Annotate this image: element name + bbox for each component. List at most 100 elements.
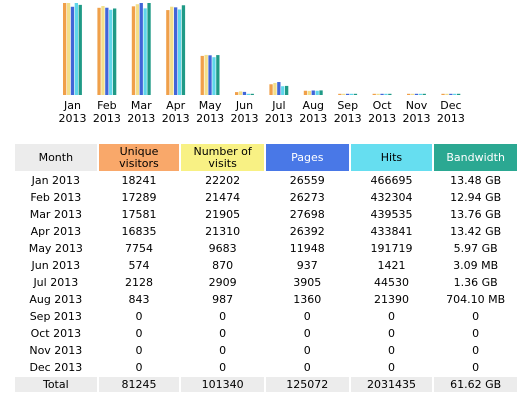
x-tick-month-apr: Apr [166,99,186,112]
cell-visits: 21310 [205,225,241,238]
bar-unique-visitors-jan [63,3,67,95]
cell-hits: 44530 [373,276,409,289]
cell-pages: 0 [303,361,311,374]
cell-hits: 439535 [370,208,413,221]
cell-visits: 0 [219,310,227,323]
cell-hits: 466695 [370,174,413,187]
bar-bandwidth-jun [250,93,254,95]
cell-month: Oct 2013 [30,327,82,340]
cell-pages: 26273 [289,191,325,204]
bar-number-of-visits-may [204,54,208,95]
table-row: Jan 2013 18241 22202 26559 466695 13.48 GB [15,173,517,188]
cell-unique-visitors: 2128 [124,276,153,289]
bar-pages-nov [414,93,419,95]
bar-pages-jan [70,6,75,96]
bar-number-of-visits-dec [445,93,449,95]
cell-bandwidth: 0 [472,361,480,374]
bar-hits-dec [453,93,457,95]
table-header-row: Month Unique visitors Number of visits Page… [15,144,517,171]
cell-visits: 22202 [205,174,241,187]
cell-visits: 0 [219,344,227,357]
cell-pages: 0 [303,327,311,340]
cell-bandwidth: 0 [472,344,480,357]
cell-month: Feb 2013 [30,191,82,204]
bar-number-of-visits-oct [376,93,380,95]
bar-number-of-visits-aug [307,90,311,95]
table-row: Jun 2013 574 870 937 1421 3.09 MB [15,258,517,273]
cell-month: Jul 2013 [33,276,79,289]
total-pages: 125072 [265,377,349,392]
bar-hits-sep [349,93,354,95]
x-tick-year-apr: 2013 [162,112,190,125]
bar-bandwidth-oct [388,93,392,95]
bar-bandwidth-aug [319,90,323,95]
total-month: Total [15,377,97,392]
cell-bandwidth: 1.36 GB [453,276,498,289]
cell-month: Nov 2013 [29,344,83,357]
table-row: Feb 2013 17289 21474 26273 432304 12.94 GB [15,190,517,205]
cell-visits: 987 [212,293,234,306]
bar-number-of-visits-mar [135,4,139,95]
x-tick-year-oct: 2013 [368,112,396,125]
bar-pages-dec [449,93,453,95]
x-tick-month-sep: Sep [337,99,358,112]
x-tick-month-may: May [199,99,222,112]
table-row: Nov 2013 0 0 0 0 0 [15,343,517,358]
bar-unique-visitors-jul [269,84,273,95]
bar-unique-visitors-may [200,55,204,95]
cell-hits: 21390 [373,293,409,306]
cell-month: Aug 2013 [29,293,83,306]
bar-unique-visitors-feb [97,7,101,95]
x-tick-year-aug: 2013 [299,112,327,125]
cell-unique-visitors: 0 [135,344,143,357]
bar-unique-visitors-oct [372,93,376,95]
cell-unique-visitors: 0 [135,310,143,323]
cell-unique-visitors: 0 [135,361,143,374]
cell-hits: 1421 [377,259,406,272]
x-tick-month-mar: Mar [131,99,152,112]
bar-bandwidth-jul [285,85,289,95]
bar-pages-may [208,55,212,95]
table-row: Dec 2013 0 0 0 0 0 [15,360,517,375]
cell-pages: 0 [303,310,311,323]
bar-bandwidth-dec [457,93,461,95]
bar-hits-apr [177,9,182,96]
bar-number-of-visits-feb [101,6,105,96]
cell-visits: 2909 [208,276,237,289]
x-tick-year-jul: 2013 [265,112,293,125]
cell-visits: 9683 [208,242,237,255]
cell-month: Jan 2013 [31,174,81,187]
bar-pages-jun [242,91,247,95]
cell-pages: 0 [303,344,311,357]
header-number-of-visits: Number of visits [181,144,264,171]
bar-pages-apr [174,7,178,96]
bar-hits-jan [74,3,78,95]
header-pages: Pages [265,144,349,171]
x-tick-month-dec: Dec [440,99,461,112]
cell-visits: 870 [212,259,234,272]
total-visits: 101340 [181,377,264,392]
bar-hits-jun [246,93,250,95]
x-tick-month-oct: Oct [373,99,393,112]
x-tick-year-jan: 2013 [59,112,87,125]
cell-visits: 21905 [205,208,241,221]
bar-hits-jul [281,86,285,95]
x-tick-year-may: 2013 [196,112,224,125]
bar-unique-visitors-dec [441,93,445,95]
table-row: Jul 2013 2128 2909 3905 44530 1.36 GB [15,275,517,290]
x-tick-year-jun: 2013 [231,112,259,125]
bar-unique-visitors-mar [131,6,136,95]
cell-month: Dec 2013 [29,361,83,374]
cell-unique-visitors: 17581 [121,208,157,221]
cell-bandwidth: 704.10 MB [446,293,506,306]
bar-number-of-visits-jan [66,3,71,95]
cell-hits: 191719 [370,242,413,255]
table-row: Aug 2013 843 987 1360 21390 704.10 MB [15,292,517,307]
cell-month: Jun 2013 [31,259,81,272]
cell-pages: 26559 [289,174,325,187]
cell-pages: 3905 [293,276,322,289]
cell-unique-visitors: 574 [128,259,150,272]
cell-unique-visitors: 17289 [121,191,157,204]
cell-pages: 26392 [289,225,325,238]
cell-month: May 2013 [28,242,83,255]
